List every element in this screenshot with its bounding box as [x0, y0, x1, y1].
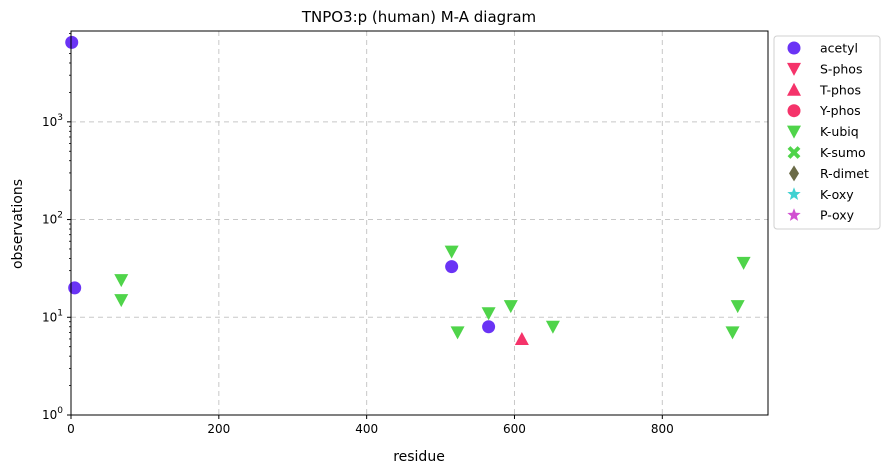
data-point-k-ubiq	[450, 326, 465, 340]
data-point-k-ubiq	[545, 320, 560, 334]
legend-frame	[773, 35, 881, 230]
data-point-k-ubiq	[444, 245, 459, 259]
y-tick-label: 100	[42, 406, 63, 422]
x-tick-label: 400	[355, 422, 378, 436]
x-tick-label: 600	[503, 422, 526, 436]
data-point-acetyl	[68, 281, 82, 295]
legend-label: K-sumo	[820, 145, 866, 160]
legend-label: K-oxy	[820, 187, 854, 202]
plot-frame	[70, 30, 769, 416]
legend-label: S-phos	[820, 61, 862, 76]
legend-label: T-phos	[819, 82, 861, 97]
y-tick-label: 101	[42, 308, 63, 324]
data-point-k-ubiq	[481, 307, 496, 321]
x-stroke	[787, 146, 801, 159]
data-point-k-ubiq	[730, 300, 745, 314]
y-tick-label: 102	[42, 211, 63, 227]
legend-label: P-oxy	[820, 208, 855, 223]
legend-marker-k-oxy	[787, 187, 801, 200]
legend-label: acetyl	[820, 41, 858, 56]
x-axis-label: residue	[393, 449, 445, 465]
axis-ticks: 0 200 400 600 800 100 101 102 103	[42, 33, 674, 436]
data-point-acetyl	[482, 320, 496, 334]
legend-marker-acetyl	[787, 41, 801, 55]
grid-lines	[71, 31, 768, 415]
data-point-k-ubiq	[114, 274, 129, 288]
legend-marker-p-oxy	[787, 208, 801, 221]
legend-marker-k-sumo	[787, 146, 801, 159]
data-point-acetyl	[445, 260, 459, 274]
y-tick-label: 103	[42, 113, 63, 129]
legend-marker-k-ubiq	[787, 125, 801, 139]
data-point-t-phos	[514, 331, 529, 345]
y-axis-label: observations	[10, 179, 26, 269]
legend: acetyl S-phos T-phos Y-phos K-ubiq K-sumo R-di…	[773, 35, 881, 230]
legend-marker-y-phos	[787, 104, 801, 118]
data-point-k-ubiq	[503, 300, 518, 314]
data-point-acetyl	[65, 35, 79, 49]
data-point-k-ubiq	[725, 326, 740, 340]
legend-marker-t-phos	[787, 82, 801, 96]
x-tick-label: 0	[67, 422, 75, 436]
data-points	[65, 35, 751, 345]
legend-label: K-ubiq	[820, 124, 859, 139]
data-point-k-ubiq	[736, 256, 751, 270]
legend-label: Y-phos	[819, 103, 861, 118]
x-tick-label: 200	[207, 422, 230, 436]
legend-marker-r-dimet	[789, 165, 799, 182]
chart-title: TNPO3:p (human) M-A diagram	[301, 8, 536, 26]
legend-marker-s-phos	[787, 62, 801, 76]
x-tick-label: 800	[651, 422, 674, 436]
legend-label: R-dimet	[820, 166, 869, 181]
data-point-k-ubiq	[114, 294, 129, 308]
